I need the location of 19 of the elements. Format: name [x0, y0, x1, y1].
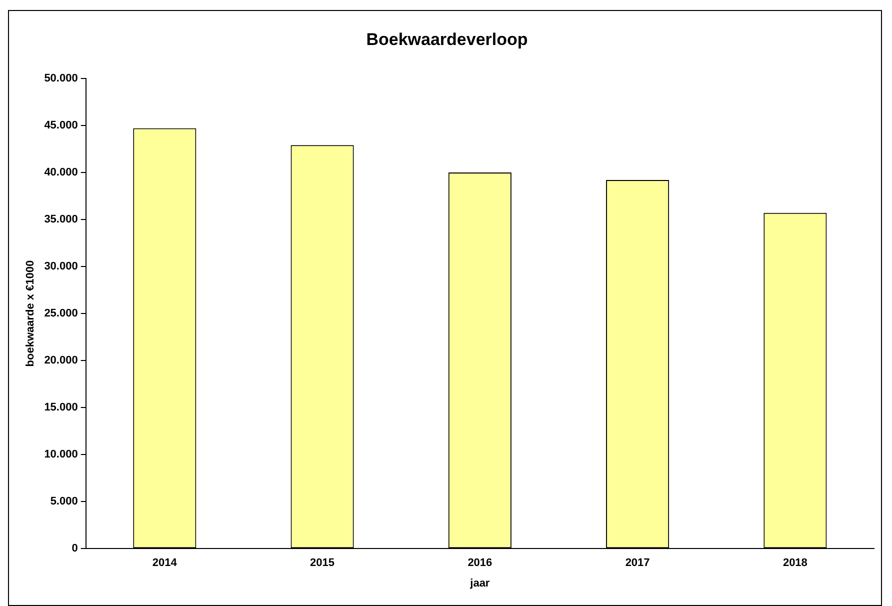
y-tick-label: 5.000	[50, 496, 78, 508]
y-tick-label: 30.000	[44, 260, 78, 273]
y-tick-label: 50.000	[44, 72, 78, 84]
x-tick-label: 2015	[310, 557, 335, 570]
y-tick-label: 15.000	[44, 402, 78, 414]
y-tick-label: 20.000	[44, 354, 78, 367]
x-tick-label: 2018	[782, 557, 808, 570]
x-tick-label: 2017	[625, 557, 650, 570]
y-tick-label: 40.000	[44, 166, 78, 178]
x-axis-title: jaar	[469, 577, 490, 590]
y-tick-label: 10.000	[44, 448, 78, 461]
x-tick-label: 2014	[152, 557, 178, 570]
y-tick-label: 45.000	[44, 119, 78, 132]
y-tick-label: 0	[72, 542, 78, 555]
y-axis-title: boekwaarde x €1000	[24, 260, 37, 367]
x-tick-label: 2016	[468, 557, 492, 570]
chart-title: Boekwaardeverloop	[366, 30, 528, 49]
y-tick-label: 35.000	[44, 213, 78, 226]
y-tick-label: 25.000	[44, 308, 78, 320]
